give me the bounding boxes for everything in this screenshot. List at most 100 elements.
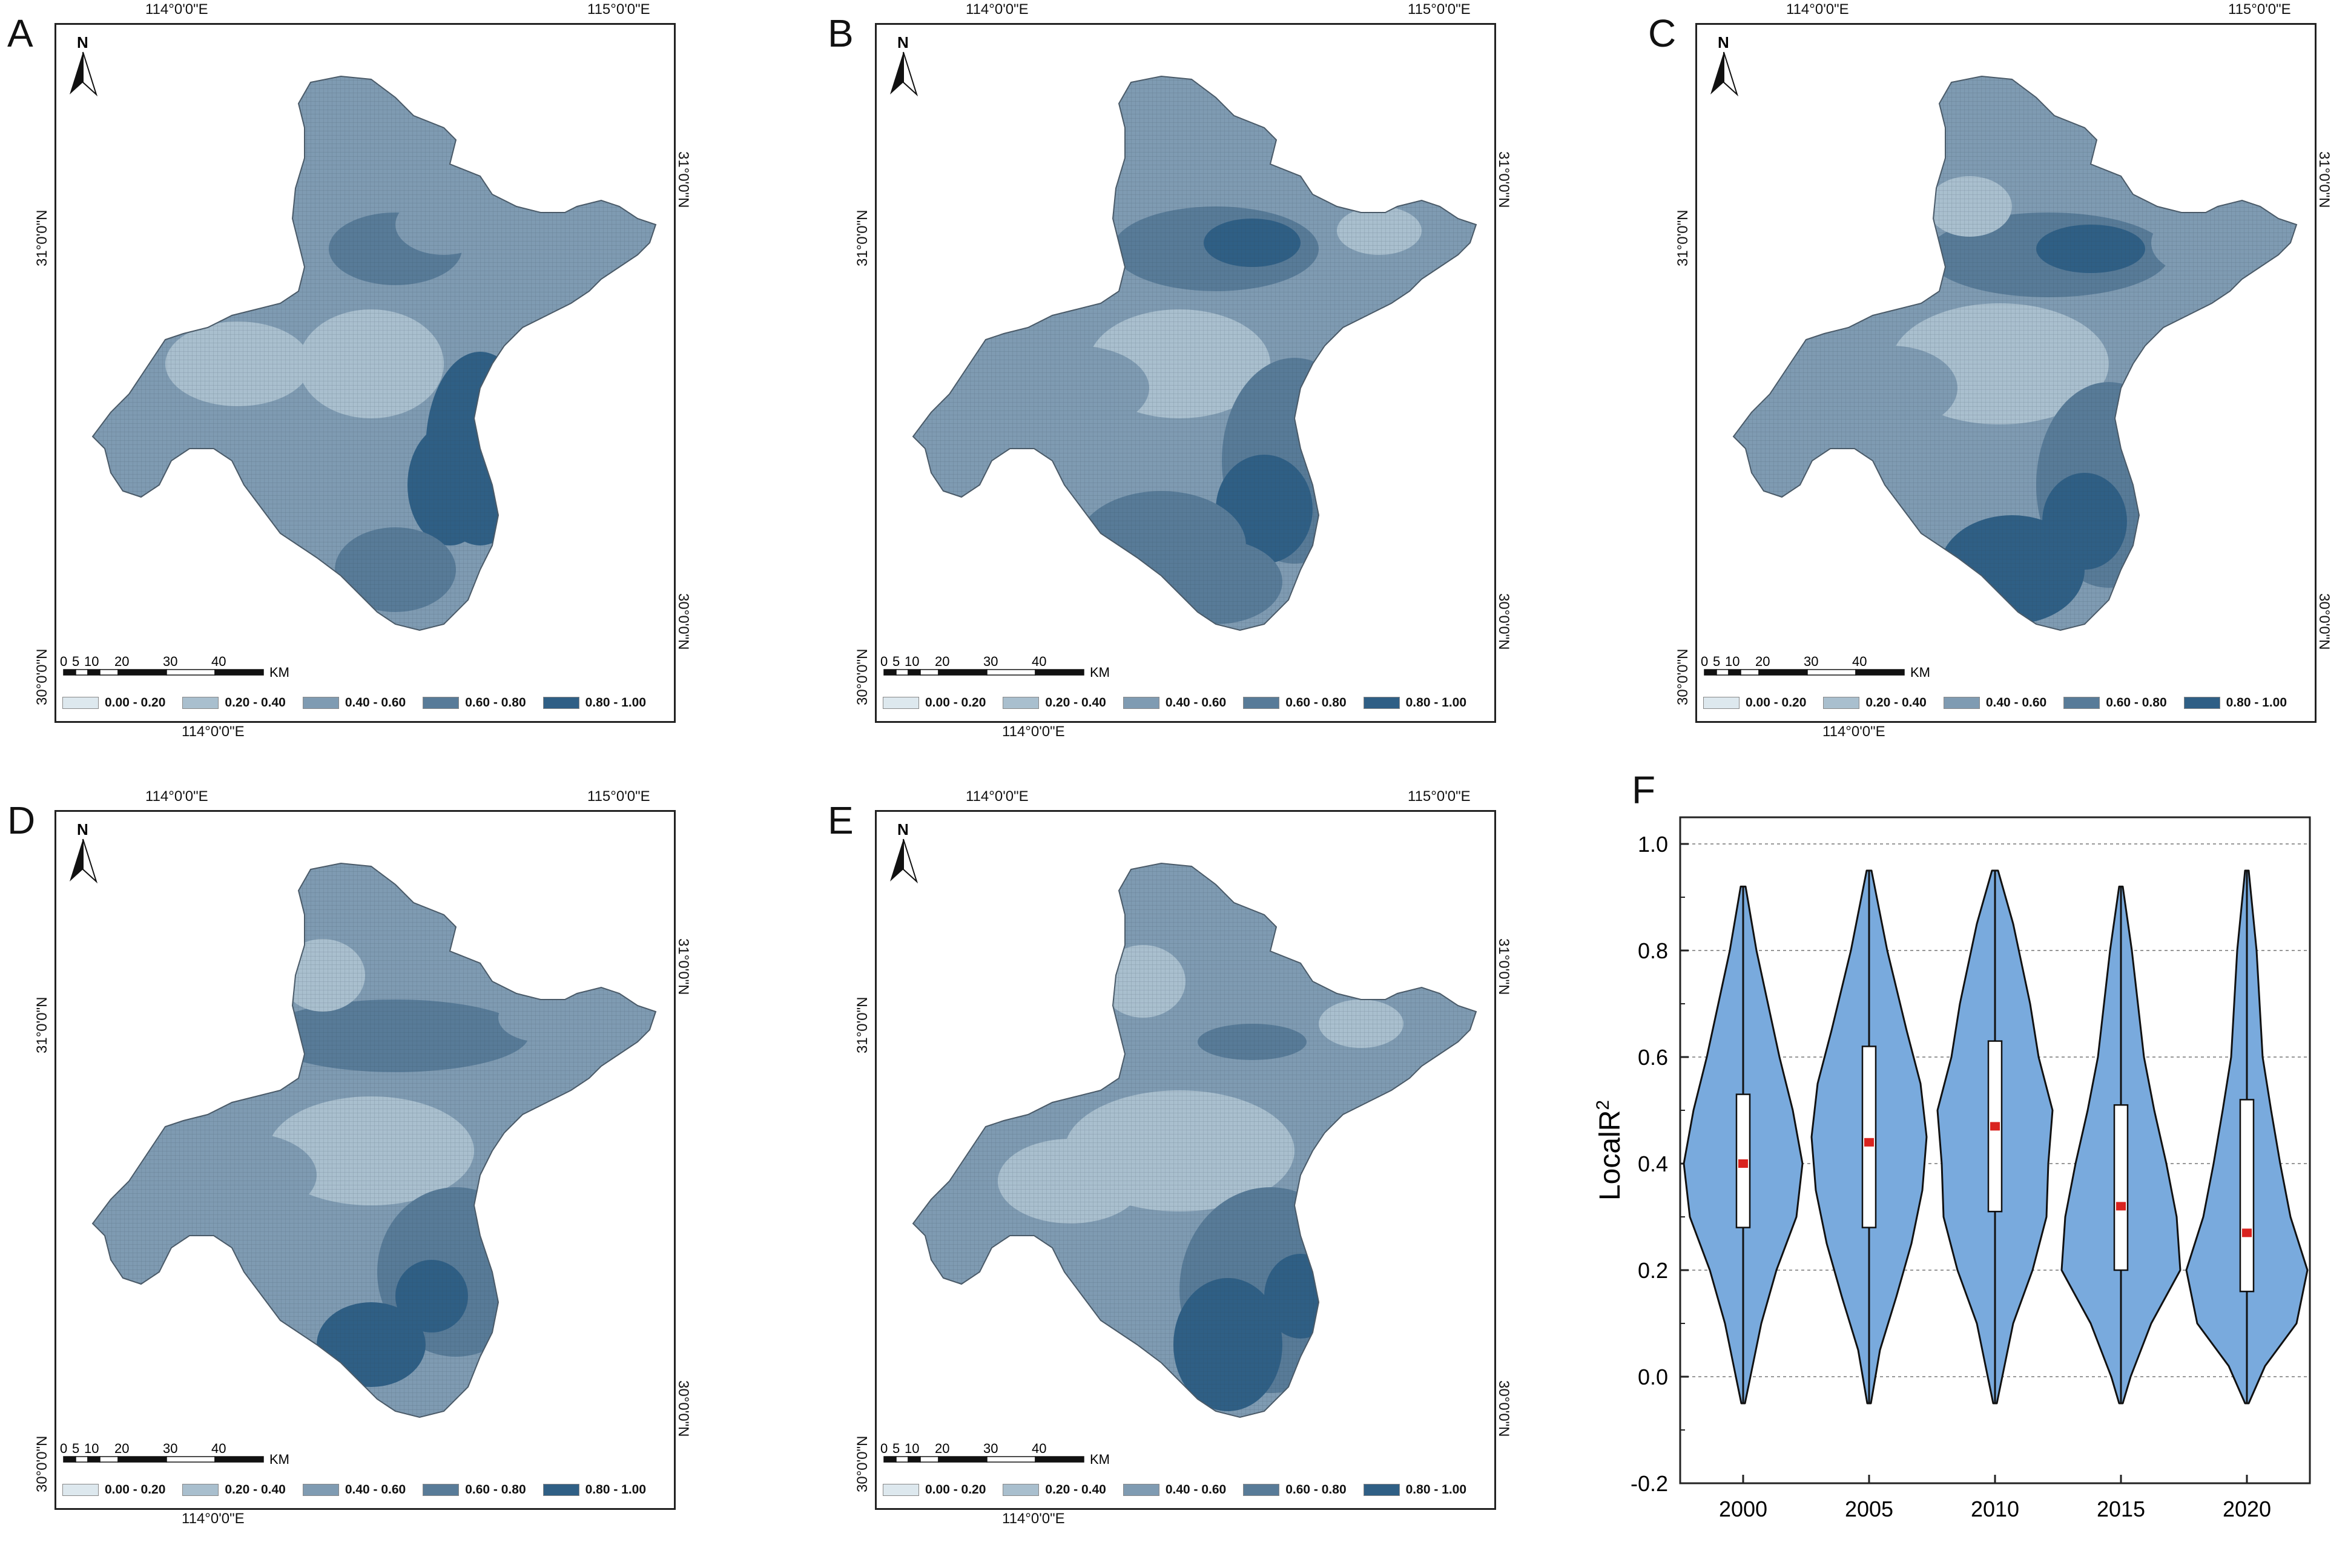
legend-range-label: 0.40 - 0.60 [1985,696,2047,710]
legend-range-label: 0.40 - 0.60 [1165,1483,1227,1497]
scale-tick-label: 30 [163,654,177,669]
map-zone [171,461,244,533]
legend-range-label: 0.80 - 1.00 [1405,696,1467,710]
latitude-label-left-top: 31°0'0"N [34,209,50,266]
legend-swatch [1363,697,1400,709]
legend-swatch [1003,1484,1040,1496]
scale-tick-label: 5 [72,1441,79,1456]
x-tick-label: 2005 [1845,1497,1893,1521]
map-legend: 0.00 - 0.20 0.20 - 0.40 0.40 - 0.60 0.60 - … [883,1483,1466,1497]
scale-tick-label: 20 [935,654,949,669]
legend-range-label: 0.20 - 0.40 [225,696,286,710]
scale-tick-label: 30 [163,1441,177,1456]
scale-unit-label: KM [1090,665,1110,680]
map-legend: 0.00 - 0.20 0.20 - 0.40 0.40 - 0.60 0.60 - … [62,696,646,710]
scale-tick-label: 40 [1032,654,1046,669]
map-frame: N 0 5 10 20 30 40 KM 0.00 - 0.20 0.20 - 0.40 0.40 … [1695,23,2317,723]
legend-item: 0.00 - 0.20 [1703,696,1806,710]
legend-swatch [302,697,339,709]
legend-range-label: 0.60 - 0.80 [2106,696,2167,710]
north-label: N [1718,33,1729,51]
x-tick-label: 2010 [1971,1497,2019,1521]
legend-swatch [1123,697,1159,709]
longitude-label-top-right: 115°0'0"E [1408,1,1471,18]
median-marker-2000 [1738,1159,1748,1168]
legend-range-label: 0.60 - 0.80 [1285,1483,1347,1497]
map-canvas: N 0 5 10 20 30 40 KM [1701,33,2298,680]
longitude-label-top-left: 114°0'0"E [966,1,1029,18]
longitude-label-bottom: 114°0'0"E [1002,1510,1065,1527]
legend-swatch [182,697,219,709]
legend-item: 0.20 - 0.40 [1003,696,1106,710]
scale-tick-label: 10 [905,1441,919,1456]
y-tick-label: 0.0 [1638,1365,1668,1389]
latitude-label-left-bottom: 30°0'0"N [34,648,50,705]
latitude-label-left-top: 31°0'0"N [854,209,871,266]
legend-swatch [883,1484,919,1496]
region-outline [912,75,1477,631]
median-marker-2020 [2242,1228,2252,1237]
legend-range-label: 0.00 - 0.20 [1746,696,1807,710]
legend-item: 0.60 - 0.80 [1243,696,1347,710]
legend-item: 0.60 - 0.80 [1243,1483,1347,1497]
panel-label-f: F [1632,768,1656,812]
panel-label: C [1648,12,1677,55]
latitude-label-right-top: 31°0'0"N [675,938,691,995]
y-tick-label: 0.8 [1638,938,1668,963]
legend-range-label: 0.00 - 0.20 [105,696,166,710]
map-canvas: N 0 5 10 20 30 40 KM [60,33,657,680]
scale-bar: 0 5 10 20 30 40 KM [1701,654,1930,680]
scale-tick-label: 0 [1701,654,1708,669]
legend-item: 0.00 - 0.20 [62,696,165,710]
north-arrow-icon: N [890,820,918,884]
scale-tick-label: 10 [1725,654,1740,669]
latitude-label-left-bottom: 30°0'0"N [854,648,871,705]
latitude-label-right-bottom: 30°0'0"N [675,593,691,650]
scale-tick-label: 0 [880,654,888,669]
longitude-label-bottom: 114°0'0"E [182,723,245,740]
scale-unit-label: KM [1090,1452,1110,1467]
region-outline [91,862,657,1418]
legend-swatch [1943,697,1980,709]
region-outline [91,75,657,631]
legend-item: 0.80 - 1.00 [542,696,647,710]
map-canvas: N 0 5 10 20 30 40 KM [880,820,1477,1467]
scale-bar: 0 5 10 20 30 40 KM [60,654,289,680]
panel-label: D [7,799,36,842]
longitude-label-top-right: 115°0'0"E [1408,788,1471,805]
scale-bar: 0 5 10 20 30 40 KM [880,654,1110,680]
legend-item: 0.00 - 0.20 [62,1483,165,1497]
longitude-label-top-right: 115°0'0"E [587,1,650,18]
iqr-box-2005 [1861,1046,1877,1228]
scale-tick-label: 40 [1852,654,1867,669]
north-arrow-icon: N [70,33,98,97]
scale-tick-label: 40 [211,654,226,669]
legend-swatch [2063,697,2100,709]
legend-range-label: 0.60 - 0.80 [465,696,526,710]
north-arrow-icon: N [890,33,918,97]
longitude-label-top-right: 115°0'0"E [587,788,650,805]
legend-range-label: 0.00 - 0.20 [105,1483,166,1497]
scale-tick-label: 10 [84,1441,99,1456]
region-outline [1732,75,2298,631]
x-tick-label: 2000 [1719,1497,1767,1521]
legend-range-label: 0.20 - 0.40 [1045,696,1106,710]
median-marker-2005 [1864,1138,1874,1147]
north-label: N [77,820,88,838]
map-zone [986,449,1058,521]
legend-range-label: 0.00 - 0.20 [925,696,986,710]
region-outline [912,862,1477,1418]
legend-range-label: 0.20 - 0.40 [1865,696,1927,710]
scale-tick-label: 0 [880,1441,888,1456]
legend-range-label: 0.80 - 1.00 [585,696,647,710]
longitude-label-bottom: 114°0'0"E [1002,723,1065,740]
legend-item: 0.80 - 1.00 [1363,1483,1466,1497]
legend-item: 0.40 - 0.60 [1943,696,2047,710]
y-axis-title: LocalR2 [1593,1100,1626,1201]
legend-item: 0.40 - 0.60 [302,696,406,710]
scale-tick-label: 20 [114,654,129,669]
legend-item: 0.00 - 0.20 [883,1483,986,1497]
legend-swatch [1703,697,1740,709]
legend-range-label: 0.40 - 0.60 [345,696,406,710]
map-panel-a: A 114°0'0"E 115°0'0"E 114°0'0"E 31°0'0"N 30°0… [0,0,820,781]
